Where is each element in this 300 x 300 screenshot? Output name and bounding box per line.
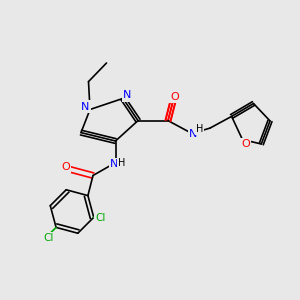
Text: Cl: Cl <box>95 213 106 224</box>
Text: O: O <box>61 161 70 172</box>
Text: N: N <box>81 101 90 112</box>
Text: N: N <box>110 159 118 169</box>
Text: O: O <box>241 139 250 149</box>
Text: N: N <box>189 129 198 140</box>
Text: H: H <box>196 124 203 134</box>
Text: H: H <box>118 158 126 168</box>
Text: N: N <box>123 90 132 100</box>
Text: Cl: Cl <box>44 232 54 243</box>
Text: O: O <box>170 92 179 102</box>
